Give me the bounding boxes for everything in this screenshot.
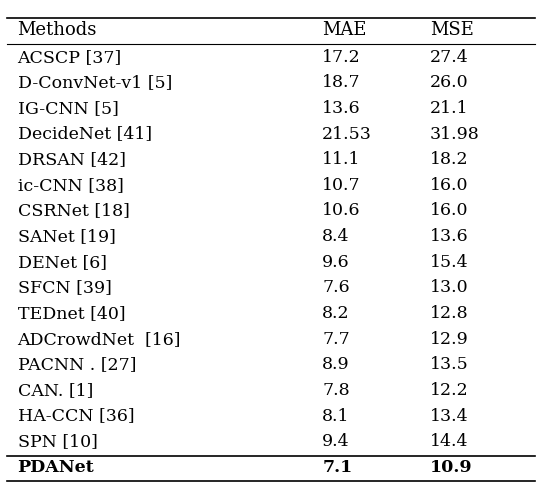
Text: 7.1: 7.1 xyxy=(322,459,352,476)
Text: 12.8: 12.8 xyxy=(430,305,469,322)
Text: Methods: Methods xyxy=(17,21,97,39)
Text: 17.2: 17.2 xyxy=(322,48,361,66)
Text: 13.6: 13.6 xyxy=(322,100,361,117)
Text: 10.6: 10.6 xyxy=(322,203,361,219)
Text: TEDnet [40]: TEDnet [40] xyxy=(17,305,125,322)
Text: 14.4: 14.4 xyxy=(430,433,469,450)
Text: 21.53: 21.53 xyxy=(322,125,372,143)
Text: HA-CCN [36]: HA-CCN [36] xyxy=(17,408,134,424)
Text: PACNN . [27]: PACNN . [27] xyxy=(17,356,136,373)
Text: 8.1: 8.1 xyxy=(322,408,350,424)
Text: DecideNet [41]: DecideNet [41] xyxy=(17,125,152,143)
Text: 31.98: 31.98 xyxy=(430,125,480,143)
Text: 11.1: 11.1 xyxy=(322,151,361,168)
Text: PDANet: PDANet xyxy=(17,459,94,476)
Text: 16.0: 16.0 xyxy=(430,177,469,194)
Text: 9.4: 9.4 xyxy=(322,433,350,450)
Text: 7.7: 7.7 xyxy=(322,330,350,348)
Text: 9.6: 9.6 xyxy=(322,254,350,271)
Text: 13.0: 13.0 xyxy=(430,279,469,296)
Text: 12.2: 12.2 xyxy=(430,382,469,399)
Text: IG-CNN [5]: IG-CNN [5] xyxy=(17,100,119,117)
Text: MAE: MAE xyxy=(322,21,367,39)
Text: DRSAN [42]: DRSAN [42] xyxy=(17,151,126,168)
Text: 26.0: 26.0 xyxy=(430,74,469,91)
Text: 13.4: 13.4 xyxy=(430,408,469,424)
Text: DENet [6]: DENet [6] xyxy=(17,254,107,271)
Text: 15.4: 15.4 xyxy=(430,254,469,271)
Text: CAN. [1]: CAN. [1] xyxy=(17,382,93,399)
Text: ADCrowdNet  [16]: ADCrowdNet [16] xyxy=(17,330,181,348)
Text: 8.9: 8.9 xyxy=(322,356,350,373)
Text: SFCN [39]: SFCN [39] xyxy=(17,279,112,296)
Text: 8.4: 8.4 xyxy=(322,228,350,245)
Text: 12.9: 12.9 xyxy=(430,330,469,348)
Text: SANet [19]: SANet [19] xyxy=(17,228,115,245)
Text: 13.5: 13.5 xyxy=(430,356,469,373)
Text: MSE: MSE xyxy=(430,21,474,39)
Text: 7.8: 7.8 xyxy=(322,382,350,399)
Text: 27.4: 27.4 xyxy=(430,48,469,66)
Text: 10.7: 10.7 xyxy=(322,177,361,194)
Text: D-ConvNet-v1 [5]: D-ConvNet-v1 [5] xyxy=(17,74,172,91)
Text: 21.1: 21.1 xyxy=(430,100,469,117)
Text: 8.2: 8.2 xyxy=(322,305,350,322)
Text: SPN [10]: SPN [10] xyxy=(17,433,98,450)
Text: ic-CNN [38]: ic-CNN [38] xyxy=(17,177,124,194)
Text: 13.6: 13.6 xyxy=(430,228,469,245)
Text: 10.9: 10.9 xyxy=(430,459,473,476)
Text: 16.0: 16.0 xyxy=(430,203,469,219)
Text: ACSCP [37]: ACSCP [37] xyxy=(17,48,122,66)
Text: 18.2: 18.2 xyxy=(430,151,469,168)
Text: 7.6: 7.6 xyxy=(322,279,350,296)
Text: 18.7: 18.7 xyxy=(322,74,361,91)
Text: CSRNet [18]: CSRNet [18] xyxy=(17,203,130,219)
